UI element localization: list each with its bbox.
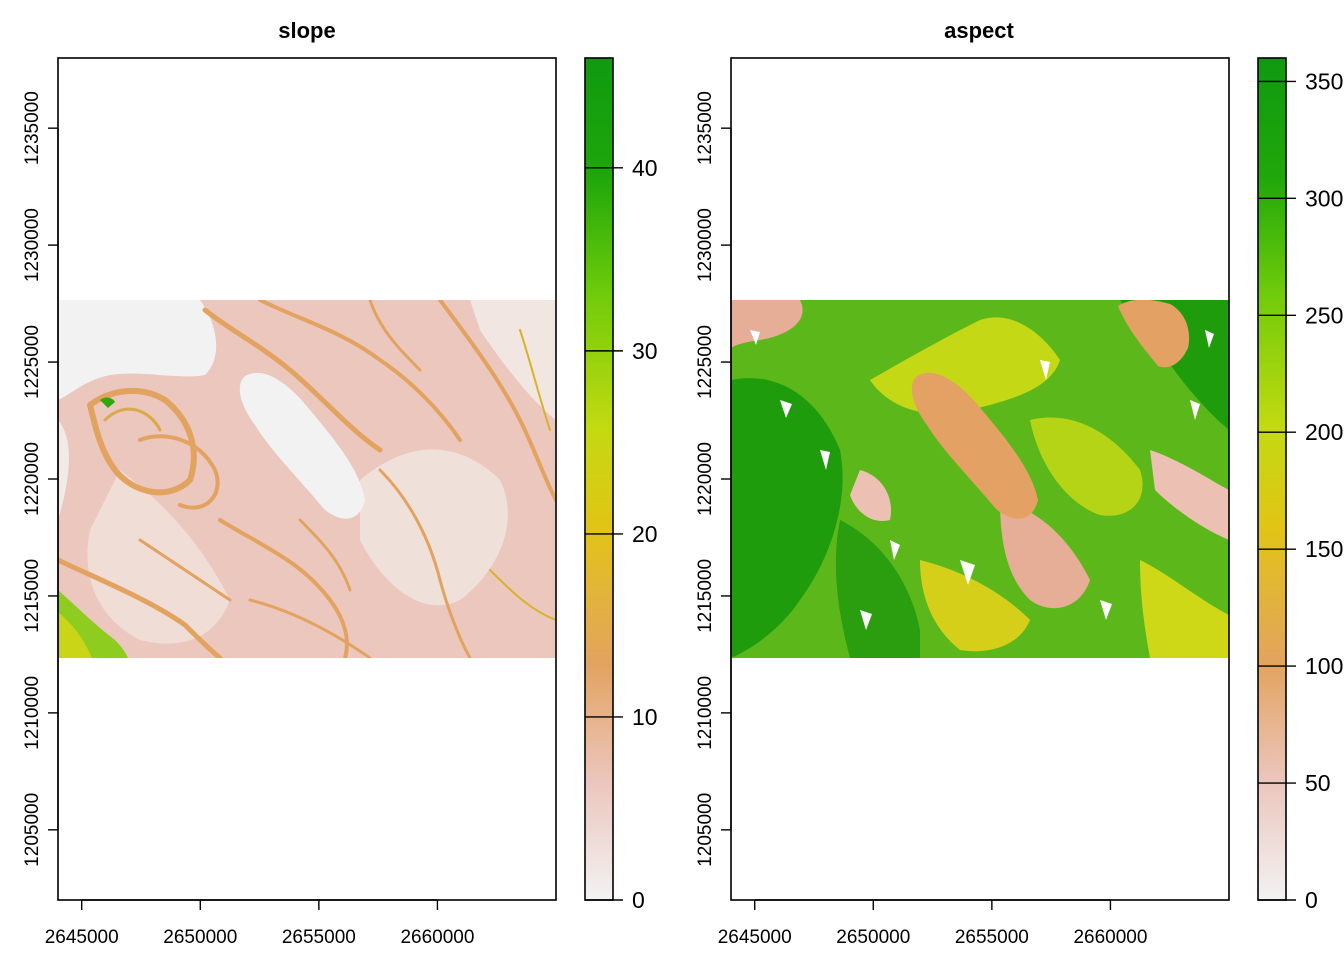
aspect-zone [835, 520, 920, 658]
aspect-title: aspect [944, 18, 1014, 43]
slope-steep-band [519, 329, 551, 431]
aspect-raster [731, 300, 1229, 658]
aspect-nodata-speck [780, 400, 792, 418]
aspect-legend-tick-label: 250 [1305, 302, 1343, 328]
slope-y-tick-label: 1235000 [22, 91, 43, 165]
slope-x-axis: 2645000 2650000 2655000 2660000 [45, 899, 474, 948]
slope-legend-tick-label: 10 [632, 704, 658, 730]
aspect-nodata-speck [1100, 600, 1112, 620]
aspect-nodata-speck [820, 450, 830, 470]
aspect-nodata-speck [1040, 360, 1050, 380]
aspect-legend-ticks: 0 50 100 150 200 250 300 350 [1258, 68, 1343, 913]
aspect-legend-tick-label: 200 [1305, 419, 1343, 445]
slope-steep-band [378, 468, 472, 658]
aspect-lake [911, 372, 1038, 519]
aspect-y-tick-label: 1235000 [695, 91, 716, 165]
slope-y-tick-label: 1225000 [22, 325, 43, 399]
slope-y-tick-label: 1230000 [22, 208, 43, 282]
aspect-nodata-speck [960, 560, 975, 585]
slope-steep-band [438, 300, 556, 502]
slope-steep-band [258, 300, 462, 442]
aspect-y-tick-label: 1215000 [695, 559, 716, 633]
slope-x-tick-label: 2660000 [400, 927, 474, 948]
slope-legend-bar [584, 57, 614, 901]
slope-legend-tick-label: 30 [632, 338, 658, 364]
aspect-y-tick-label: 1230000 [695, 208, 716, 282]
slope-steep-band [298, 518, 352, 592]
slope-steep-band [368, 300, 422, 372]
slope-steep-band [138, 434, 220, 510]
slope-x-tick-label: 2645000 [45, 927, 119, 948]
slope-y-axis: 1205000 1210000 1215000 1220000 1225000 12300… [22, 91, 59, 867]
slope-steep-band [87, 387, 197, 496]
aspect-legend-tick-label: 300 [1305, 185, 1343, 211]
aspect-y-axis: 1205000 1210000 1215000 1220000 1225000 12300… [695, 91, 732, 867]
aspect-low-area [1150, 450, 1229, 540]
aspect-low-area [1000, 500, 1090, 609]
aspect-legend-tick-label: 150 [1305, 536, 1343, 562]
aspect-lake [1118, 300, 1189, 368]
aspect-nodata-speck [1190, 400, 1200, 420]
aspect-y-tick-label: 1210000 [695, 676, 716, 750]
slope-legend-tick-label: 40 [632, 155, 658, 181]
slope-x-tick-label: 2650000 [163, 927, 237, 948]
slope-lake [239, 372, 365, 519]
slope-y-tick-label: 1220000 [22, 442, 43, 516]
slope-flat-area [58, 300, 217, 400]
aspect-legend-tick-label: 350 [1305, 68, 1343, 94]
slope-flat-area [58, 420, 69, 520]
slope-panel: slope [22, 18, 658, 948]
aspect-x-tick-label: 2650000 [836, 927, 910, 948]
aspect-legend-tick-label: 0 [1305, 887, 1318, 913]
aspect-y-tick-label: 1220000 [695, 442, 716, 516]
aspect-x-tick-label: 2645000 [718, 927, 792, 948]
slope-y-tick-label: 1210000 [22, 676, 43, 750]
slope-steep-band [202, 307, 383, 453]
slope-y-tick-label: 1205000 [22, 793, 43, 867]
aspect-zone [920, 560, 1030, 652]
aspect-y-tick-label: 1225000 [695, 325, 716, 399]
slope-very-steep-patch [100, 397, 115, 408]
aspect-panel: aspect [695, 18, 1343, 948]
aspect-low-area [731, 300, 803, 348]
aspect-x-tick-label: 2660000 [1073, 927, 1147, 948]
slope-steep-band [489, 569, 556, 621]
slope-steep-band [103, 407, 162, 432]
slope-flat-area [470, 300, 556, 420]
aspect-zone [1030, 417, 1143, 516]
aspect-nodata-speck [890, 540, 900, 560]
aspect-legend-bar [1257, 57, 1287, 901]
aspect-nodata-speck [860, 610, 872, 630]
slope-legend-tick-label: 0 [632, 887, 645, 913]
slope-title: slope [278, 18, 335, 43]
slope-steep-band [138, 538, 232, 602]
aspect-zone [1140, 560, 1229, 658]
slope-steep-band [218, 518, 349, 658]
aspect-y-tick-label: 1205000 [695, 793, 716, 867]
slope-very-steep-patch [58, 612, 92, 658]
aspect-legend-tick-label: 100 [1305, 653, 1343, 679]
aspect-nodata-speck [1205, 330, 1214, 348]
slope-legend-tick-label: 20 [632, 521, 658, 547]
aspect-x-tick-label: 2655000 [955, 927, 1029, 948]
aspect-legend-tick-label: 50 [1305, 770, 1331, 796]
slope-flat-area [87, 470, 230, 644]
aspect-x-axis: 2645000 2650000 2655000 2660000 [718, 899, 1147, 948]
aspect-nodata-speck [750, 330, 760, 345]
aspect-low-area [850, 470, 891, 521]
slope-x-tick-label: 2655000 [282, 927, 356, 948]
slope-raster [58, 300, 556, 658]
slope-steep-band [248, 598, 372, 658]
slope-y-tick-label: 1215000 [22, 559, 43, 633]
aspect-zone [731, 378, 843, 658]
slope-steep-band [58, 557, 223, 658]
slope-legend-ticks: 0 10 20 30 40 [585, 155, 658, 913]
